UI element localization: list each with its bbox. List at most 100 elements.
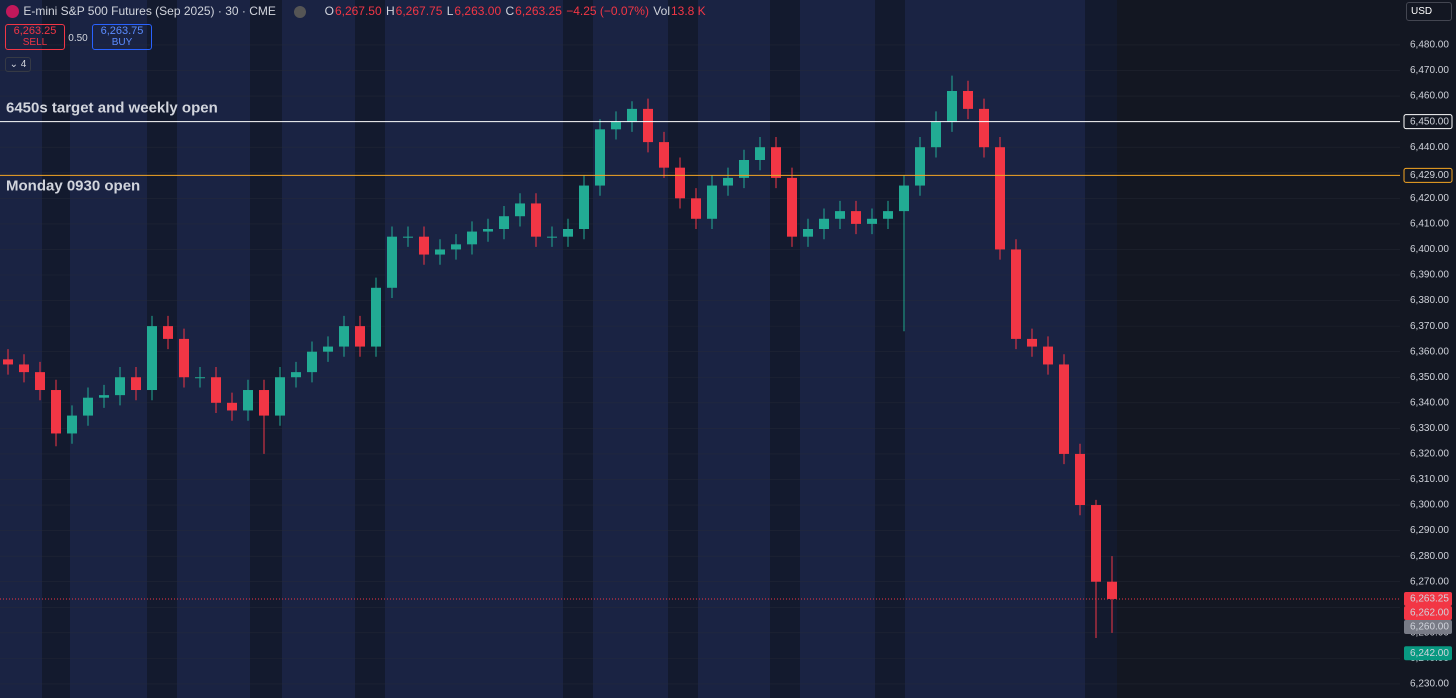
- candle-body: [67, 415, 77, 434]
- vol-label: Vol: [653, 4, 670, 18]
- candle-body: [179, 338, 189, 378]
- y-tick-label: 6,410.00: [1410, 219, 1449, 230]
- candle-body: [643, 108, 653, 143]
- y-tick-label: 6,440.00: [1410, 142, 1449, 153]
- candle-body: [867, 218, 877, 224]
- candle-body: [35, 372, 45, 391]
- candle-body: [435, 249, 445, 255]
- price-line-label: 6450s target and weekly open: [6, 100, 218, 117]
- candle-body: [611, 121, 621, 130]
- candle-body: [739, 159, 749, 178]
- candle-body: [1075, 453, 1085, 506]
- price-line-tag-label: 6,450.00: [1410, 116, 1449, 127]
- price-tag: [1404, 591, 1452, 606]
- y-tick-label: 6,330.00: [1410, 423, 1449, 434]
- c-label: C: [505, 4, 515, 18]
- candle-body: [339, 326, 349, 347]
- legend-header: E-mini S&P 500 Futures (Sep 2025) · 30 ·…: [6, 4, 707, 19]
- candle-body: [691, 198, 701, 219]
- price-tag: [1404, 605, 1452, 620]
- candle-body: [403, 236, 413, 238]
- price-line-tag: [1403, 114, 1453, 130]
- y-tick-label: 6,360.00: [1410, 346, 1449, 357]
- candle-body: [531, 203, 541, 237]
- candle-body: [1043, 346, 1053, 365]
- y-tick-label: 6,300.00: [1410, 500, 1449, 511]
- price-tag: [1404, 619, 1452, 634]
- candle-body: [707, 185, 717, 219]
- y-tick-label: 6,320.00: [1410, 449, 1449, 460]
- candle-body: [467, 231, 477, 245]
- candle-body: [195, 377, 205, 379]
- open: 6,267.50: [334, 4, 382, 18]
- candle-body: [547, 236, 557, 238]
- candle-body: [819, 218, 829, 230]
- candle-body: [483, 229, 493, 232]
- candle-body: [259, 390, 269, 416]
- candle-body: [931, 121, 941, 148]
- candle-body: [243, 390, 253, 411]
- buy-button[interactable]: 6,263.75 BUY: [92, 24, 152, 50]
- y-tick-label: 6,460.00: [1410, 91, 1449, 102]
- candle-body: [515, 203, 525, 217]
- price-tag-label: 6,260.00: [1410, 622, 1449, 633]
- candle-body: [1027, 338, 1037, 347]
- candle-body: [355, 326, 365, 347]
- symbol: E-mini S&P 500 Futures (Sep 2025) · 30 ·…: [23, 4, 276, 18]
- candle-body: [307, 351, 317, 373]
- indicators-toggle[interactable]: ⌄ 4: [5, 57, 31, 72]
- candle-body: [851, 211, 861, 224]
- candle-body: [947, 90, 957, 122]
- y-tick-label: 6,420.00: [1410, 193, 1449, 204]
- sell-price: 6,263.25: [13, 25, 57, 37]
- candle-body: [115, 377, 125, 396]
- y-tick-label: 6,310.00: [1410, 474, 1449, 485]
- currency: USD: [1411, 6, 1433, 17]
- candle-body: [323, 346, 333, 352]
- close: 6,263.25: [515, 4, 562, 18]
- change: −4.25 (−0.07%): [566, 4, 649, 18]
- y-tick-label: 6,280.00: [1410, 551, 1449, 562]
- candle-body: [227, 402, 237, 411]
- buy-label: BUY: [111, 37, 133, 48]
- spread: 0.50: [68, 33, 88, 44]
- candle-body: [835, 211, 845, 219]
- sell-label: SELL: [22, 37, 48, 48]
- candle-body: [1059, 364, 1069, 454]
- currency-select[interactable]: USD: [1406, 2, 1452, 21]
- y-tick-label: 6,390.00: [1410, 270, 1449, 281]
- y-tick-label: 6,340.00: [1410, 397, 1449, 408]
- candle-body: [19, 364, 29, 373]
- candle-body: [211, 377, 221, 403]
- candle-body: [755, 147, 765, 160]
- candle-body: [163, 326, 173, 339]
- y-tick-label: 6,370.00: [1410, 321, 1449, 332]
- candle-body: [131, 377, 141, 391]
- candle-body: [723, 177, 733, 186]
- o-label: O: [324, 4, 334, 18]
- candle-body: [771, 147, 781, 178]
- candle-body: [1091, 505, 1101, 582]
- price-tag-label: 6,262.00: [1410, 608, 1449, 619]
- candle-body: [627, 108, 637, 122]
- y-tick-label: 6,470.00: [1410, 65, 1449, 76]
- candle-body: [371, 287, 381, 347]
- high: 6,267.75: [395, 4, 443, 18]
- candle-body: [275, 377, 285, 416]
- h-label: H: [386, 4, 395, 18]
- y-tick-label: 6,290.00: [1410, 525, 1449, 536]
- price-line-tag: [1403, 167, 1453, 183]
- low: 6,263.00: [454, 4, 502, 18]
- sell-button[interactable]: 6,263.25 SELL: [5, 24, 65, 50]
- candle-body: [387, 236, 397, 288]
- volume: 13.8 K: [670, 4, 706, 18]
- candle-body: [659, 142, 669, 168]
- indicator-count: 4: [20, 59, 27, 70]
- candle-body: [675, 167, 685, 199]
- candle-body: [979, 108, 989, 148]
- candle-body: [1107, 581, 1117, 599]
- y-tick-label: 6,380.00: [1410, 295, 1449, 306]
- candle-body: [99, 395, 109, 398]
